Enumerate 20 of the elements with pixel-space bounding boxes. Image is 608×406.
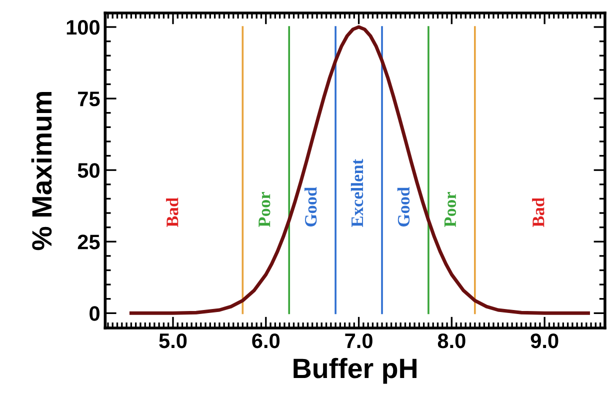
annotation: Poor [258, 192, 270, 228]
annotation: Excellent [350, 158, 364, 228]
x-tick-label: 8.0 [438, 333, 466, 348]
x-axis-title: Buffer pH [294, 358, 416, 384]
line-series [129, 25, 590, 315]
x-tick-label: 9.0 [530, 333, 558, 348]
y-tick-label: 0 [90, 306, 100, 321]
y-tick-label: 50 [78, 163, 100, 178]
x-tick-label: 6.0 [252, 333, 280, 348]
annotation: Bad [532, 198, 544, 228]
x-tick-label: 7.0 [345, 333, 372, 348]
y-tick-label: 75 [78, 92, 100, 106]
annotation: Good [304, 186, 317, 226]
x-tick-label: 5.0 [159, 333, 187, 348]
annotation: Good [397, 186, 410, 226]
annotation: Bad [166, 198, 178, 228]
y-tick-label: 25 [78, 234, 100, 250]
y-tick-label: 100 [66, 20, 100, 35]
y-axis-title: % Maximum [31, 92, 52, 250]
annotation: Poor [444, 192, 456, 228]
